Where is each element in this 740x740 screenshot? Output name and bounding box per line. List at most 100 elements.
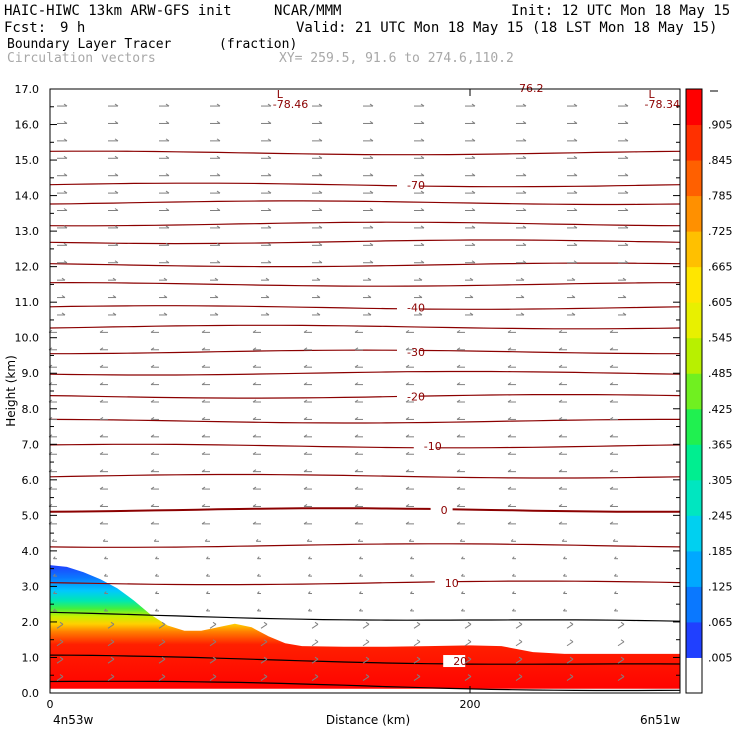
- wind-vector: [56, 676, 64, 681]
- wind-vector: [107, 623, 115, 629]
- wind-vector-head: [405, 364, 410, 368]
- wind-vector-head: [512, 573, 515, 577]
- wind-vector-head: [369, 138, 374, 142]
- wind-vector-head: [561, 538, 565, 542]
- wind-vector-head: [520, 295, 525, 298]
- colorbar-label: .065: [708, 616, 733, 629]
- wind-vector-head: [624, 208, 629, 211]
- wind-vector-head: [365, 621, 370, 625]
- colorbar-label: .725: [708, 225, 733, 238]
- wind-vector-head: [420, 260, 425, 264]
- wind-vector-head: [150, 486, 155, 490]
- contour-line: [49, 182, 681, 188]
- wind-vector-head: [150, 451, 155, 455]
- wind-vector: [464, 623, 472, 629]
- wind-vector-head: [201, 451, 206, 455]
- wind-vector-head: [471, 225, 476, 229]
- wind-vector-head: [456, 329, 461, 333]
- wind-vector-head: [99, 434, 104, 438]
- wind-vector-head: [61, 312, 66, 316]
- wind-vector-head: [153, 538, 157, 542]
- wind-vector-head: [212, 674, 217, 677]
- colorbar-swatch: [686, 550, 702, 587]
- wind-vector-head: [102, 538, 106, 542]
- wind-vector-head: [267, 260, 272, 264]
- wind-vector-head: [469, 277, 474, 281]
- wind-vector-head: [573, 225, 578, 229]
- wind-vector-head: [303, 451, 308, 455]
- wind-vector-head: [459, 538, 463, 542]
- wind-vector-head: [314, 674, 319, 677]
- wind-vector: [260, 658, 268, 664]
- wind-vector: [158, 676, 166, 681]
- y-tick-label: 2.0: [22, 616, 40, 629]
- wind-vector-head: [416, 674, 421, 677]
- wind-vector-head: [165, 121, 170, 124]
- wind-vector-head: [63, 260, 68, 264]
- wind-vector: [464, 676, 472, 681]
- wind-vector-head: [510, 538, 514, 542]
- wind-vector-head: [267, 155, 272, 159]
- x-tick-label: 0: [47, 698, 54, 711]
- wind-vector-head: [369, 260, 374, 264]
- wind-vector: [158, 641, 166, 647]
- colorbar-label: .545: [708, 332, 733, 345]
- wind-vector-head: [512, 608, 515, 612]
- wind-vector-head: [573, 155, 578, 159]
- wind-vector-head: [150, 347, 155, 351]
- wind-vector-head: [306, 538, 310, 542]
- wind-vector-head: [201, 417, 206, 420]
- wind-vector-head: [620, 621, 625, 625]
- wind-vector: [566, 641, 574, 647]
- wind-vector-head: [110, 674, 115, 677]
- wind-vector-head: [267, 242, 272, 246]
- wind-vector-head: [614, 608, 617, 612]
- wind-vector-head: [201, 399, 206, 403]
- wind-vector-head: [257, 556, 260, 560]
- wind-vector-head: [507, 399, 512, 403]
- plot-frame: [49, 88, 681, 694]
- wind-vector-head: [461, 573, 464, 577]
- contour-line: [49, 324, 681, 330]
- wind-vector-head: [520, 312, 525, 316]
- wind-vector-head: [609, 469, 614, 473]
- wind-vector-head: [206, 573, 209, 577]
- wind-vector-head: [367, 295, 372, 298]
- wind-vector-head: [410, 556, 413, 560]
- wind-vector-head: [622, 312, 627, 316]
- contour-line: [49, 473, 681, 479]
- contour-line: [49, 654, 681, 665]
- contour-label: 20: [453, 655, 467, 668]
- wind-vector-head: [99, 451, 104, 455]
- wind-vector-head: [63, 121, 68, 124]
- wind-vector-head: [410, 591, 413, 594]
- wind-vector-head: [609, 451, 614, 455]
- wind-vector-head: [308, 591, 311, 594]
- wind-vector: [260, 641, 268, 647]
- contour-line: [49, 262, 681, 268]
- contour-label-bg: [430, 504, 453, 517]
- wind-vector-head: [609, 399, 614, 403]
- wind-vector-head: [573, 121, 578, 124]
- contour-label: -10: [424, 440, 442, 453]
- wind-vector-head: [573, 173, 578, 177]
- colorbar-swatch: [686, 160, 702, 197]
- wind-vector-head: [314, 621, 319, 625]
- wind-vector-head: [267, 138, 272, 142]
- terrain-strip: [50, 688, 680, 693]
- wind-vector: [107, 641, 115, 647]
- wind-vector-head: [416, 621, 421, 625]
- wind-vector-head: [571, 277, 576, 281]
- wind-vector-head: [303, 486, 308, 490]
- wind-vector: [566, 658, 574, 664]
- y-tick-label: 7.0: [22, 438, 40, 451]
- wind-vector-head: [257, 591, 260, 594]
- wind-vector-head: [369, 190, 374, 194]
- wind-vector-head: [420, 138, 425, 142]
- wind-vector-head: [622, 277, 627, 281]
- colorbar-swatch: [686, 337, 702, 374]
- x-tick-label: 200: [460, 698, 481, 711]
- colorbar-label: .305: [708, 474, 733, 487]
- wind-vector-head: [114, 260, 119, 264]
